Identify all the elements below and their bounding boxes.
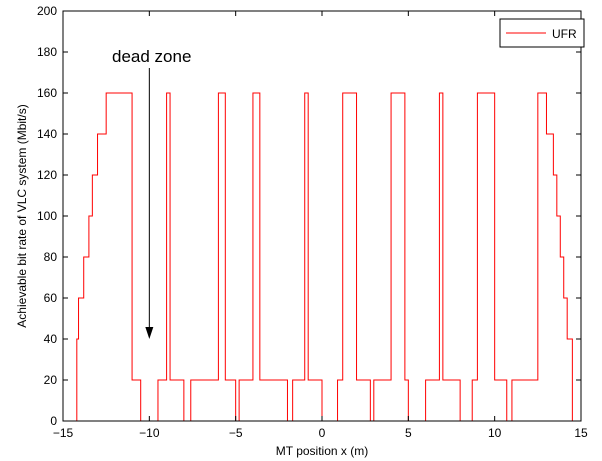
y-axis-label: Achievable bit rate of VLC system (Mbit/… (15, 104, 29, 327)
y-tick-label: 80 (44, 250, 58, 264)
y-tick-label: 200 (37, 4, 57, 18)
y-tick-label: 40 (44, 332, 58, 346)
plot-background (63, 11, 581, 421)
y-tick-label: 60 (44, 291, 58, 305)
dead-zone-annotation: dead zone (112, 47, 191, 339)
axis-ticks: −15 −10 −5 0 5 10 15 0 20 40 60 80 100 120 140 160 180 20… (37, 4, 588, 440)
y-tick-label: 120 (37, 168, 57, 182)
x-tick-label: −15 (53, 426, 74, 440)
y-tick-label: 180 (37, 45, 57, 59)
dead-zone-arrow-head (145, 327, 154, 339)
x-tick-label: 10 (488, 426, 502, 440)
x-axis-label: MT position x (m) (276, 444, 368, 458)
y-tick-label: 140 (37, 127, 57, 141)
dead-zone-label: dead zone (112, 47, 191, 66)
y-tick-label: 100 (37, 209, 57, 223)
x-tick-label: 5 (405, 426, 412, 440)
legend-label-ufr: UFR (552, 27, 577, 41)
y-tick-label: 0 (50, 414, 57, 428)
legend: UFR (499, 18, 585, 48)
x-tick-label: −5 (229, 426, 243, 440)
x-tick-label: 0 (319, 426, 326, 440)
y-tick-label: 160 (37, 86, 57, 100)
plot-area (62, 10, 582, 422)
x-tick-label: 15 (574, 426, 588, 440)
x-tick-label: −10 (139, 426, 160, 440)
y-tick-label: 20 (44, 373, 58, 387)
